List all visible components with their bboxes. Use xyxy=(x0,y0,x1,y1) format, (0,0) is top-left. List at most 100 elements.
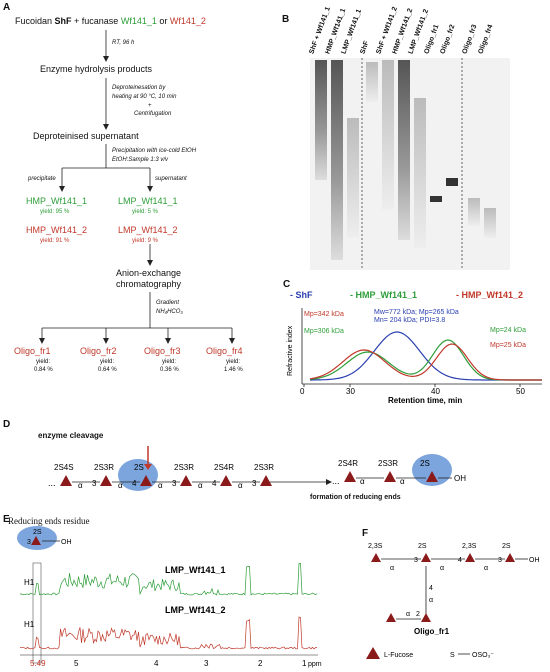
gel-lane-smear xyxy=(398,60,410,240)
step-precipitation-b: EtOH:Sample 1:3 v/v xyxy=(112,157,169,163)
link-label: 4 xyxy=(212,479,217,488)
x-tick-label: 30 xyxy=(346,387,355,396)
gel-lane-label: Oligo_fr1 xyxy=(423,23,441,55)
gel-lane-smear xyxy=(331,60,343,260)
annotation-mn: Mn= 204 kDa; PDI=3.8 xyxy=(374,317,445,324)
box-hydrolysis-products: Enzyme hydrolysis products xyxy=(40,64,153,74)
residue-sub-label: 2S xyxy=(33,529,42,536)
fraction-yield: 0.64 % xyxy=(98,367,117,373)
residue-oh-label: OH xyxy=(61,539,72,546)
gel-image xyxy=(310,58,510,270)
panel-f-label: F xyxy=(362,528,369,539)
hmp-wf141-2-yield: yield: 91 % xyxy=(40,238,70,244)
gel-lane-smear xyxy=(414,98,426,248)
link-label: 3 xyxy=(498,557,502,564)
spectrum-label-2: LMP_Wf141_2 xyxy=(165,605,226,615)
spectrum-label-1: LMP_Wf141_1 xyxy=(165,565,226,575)
fraction-yield: 1.46 % xyxy=(224,367,243,373)
alpha-label: α xyxy=(440,565,444,572)
ppm-highlight-label: 5.49 xyxy=(30,659,46,668)
panel-d-label: D xyxy=(3,419,11,430)
gel-lane-smear xyxy=(468,198,480,226)
fraction-yield-label: yield: xyxy=(100,359,115,365)
cleavage-arrowhead xyxy=(144,464,152,470)
annotation-mw: Mw=772 kDa; Mp=265 kDa xyxy=(374,309,459,316)
gel-lane-label: Oligo_fr4 xyxy=(477,23,495,55)
gel-lane-smear xyxy=(382,60,394,210)
alpha-label: α xyxy=(400,477,405,486)
sulfation-label: 2S3R xyxy=(378,459,398,468)
panel-c-label: C xyxy=(283,279,291,290)
gel-lane-label: Oligo_fr2 xyxy=(439,23,457,55)
ppm-tick-label: 4 xyxy=(154,659,159,668)
sulfation-label: 2S xyxy=(420,459,430,468)
sulfation-label: 2S3R xyxy=(174,463,194,472)
annotation-mp306: Mp=306 kDa xyxy=(304,328,344,335)
alpha-label: α xyxy=(360,477,365,486)
label-buffer: NH₄HCO₃ xyxy=(156,309,183,315)
fraction-yield-label: yield: xyxy=(36,359,51,365)
chain-ellipsis: ... xyxy=(332,476,340,486)
x-tick-label: 50 xyxy=(516,387,525,396)
sulfation-label: 2S xyxy=(418,543,427,550)
alpha-label: α xyxy=(78,481,83,490)
fraction-yield: 0.36 % xyxy=(160,367,179,373)
h1-label: H1 xyxy=(24,578,35,587)
gel-lane-smear xyxy=(347,118,359,238)
oh-label: OH xyxy=(454,474,466,483)
gel-lane-label: Oligo_fr3 xyxy=(461,23,479,55)
gel-lane-label: ShF xyxy=(359,40,371,55)
ppm-tick-label: 1 xyxy=(302,659,307,668)
label-supernatant: supernatant xyxy=(155,176,187,182)
alpha-label: α xyxy=(118,481,123,490)
link-label: 3 xyxy=(172,479,177,488)
h1-region-box xyxy=(32,562,42,664)
x-tick-label: 40 xyxy=(431,387,440,396)
fucose-icon xyxy=(465,553,475,562)
sulfation-label: 2S4S xyxy=(54,463,74,472)
box-deproteinised-supernatant: Deproteinised supernatant xyxy=(33,131,139,141)
hmp-wf141-1-yield: yield: 95 % xyxy=(40,209,70,215)
step-rt: RT, 96 h xyxy=(112,40,135,46)
series-hmp-wf141-2 xyxy=(309,343,542,381)
box-chromatography: chromatography xyxy=(116,279,182,289)
link-label: 3 xyxy=(414,557,418,564)
branch-link-label: 4 xyxy=(429,585,433,592)
step-plus: + xyxy=(148,103,152,109)
alpha-label: α xyxy=(238,481,243,490)
alpha-label: α xyxy=(198,481,203,490)
step-precipitation-a: Precipitation with ice-cold EtOH xyxy=(112,148,197,154)
reducing-ends-title: Reducing ends residue xyxy=(8,516,90,526)
sulfation-label: 2S3R xyxy=(254,463,274,472)
branch-link-label: 2 xyxy=(416,611,420,618)
fraction-name: Oligo_fr1 xyxy=(14,346,51,356)
fucose-icon xyxy=(421,613,431,622)
fraction-name: Oligo_fr4 xyxy=(206,346,243,356)
nmr-spectrum-red xyxy=(19,616,318,650)
oligo-fr1-label: Oligo_fr1 xyxy=(414,627,450,636)
series-shf xyxy=(310,331,542,381)
box-anion-exchange: Anion-exchange xyxy=(116,268,182,278)
fraction-yield-label: yield: xyxy=(162,359,177,365)
legend-fucose: L-Fucose xyxy=(384,652,413,659)
panel-a-label: A xyxy=(3,2,11,13)
y-axis-label: Refractive index xyxy=(287,325,294,376)
lmp-wf141-2: LMP_Wf141_2 xyxy=(118,225,178,235)
label-precipitate: precipitate xyxy=(28,176,56,182)
sulfation-label: 2S xyxy=(134,463,144,472)
fucose-icon xyxy=(421,553,431,562)
lmp-wf141-2-yield: yield: 9 % xyxy=(132,238,159,244)
gel-lane-smear xyxy=(484,208,496,238)
ppm-tick-label: 2 xyxy=(258,659,263,668)
legend-hmp1: - HMP_Wf141_1 xyxy=(350,290,418,300)
sulfation-label: 2S xyxy=(502,543,511,550)
sulfation-label: 2S4R xyxy=(214,463,234,472)
h1-label: H1 xyxy=(24,620,35,629)
fucose-icon xyxy=(260,475,272,486)
sulfation-label: 2,3S xyxy=(462,543,477,550)
fucose-icon xyxy=(426,471,438,482)
link-label: 3 xyxy=(252,479,257,488)
legend-sulfate-s: S xyxy=(450,652,455,659)
residue-link-label: 3 xyxy=(27,539,31,546)
